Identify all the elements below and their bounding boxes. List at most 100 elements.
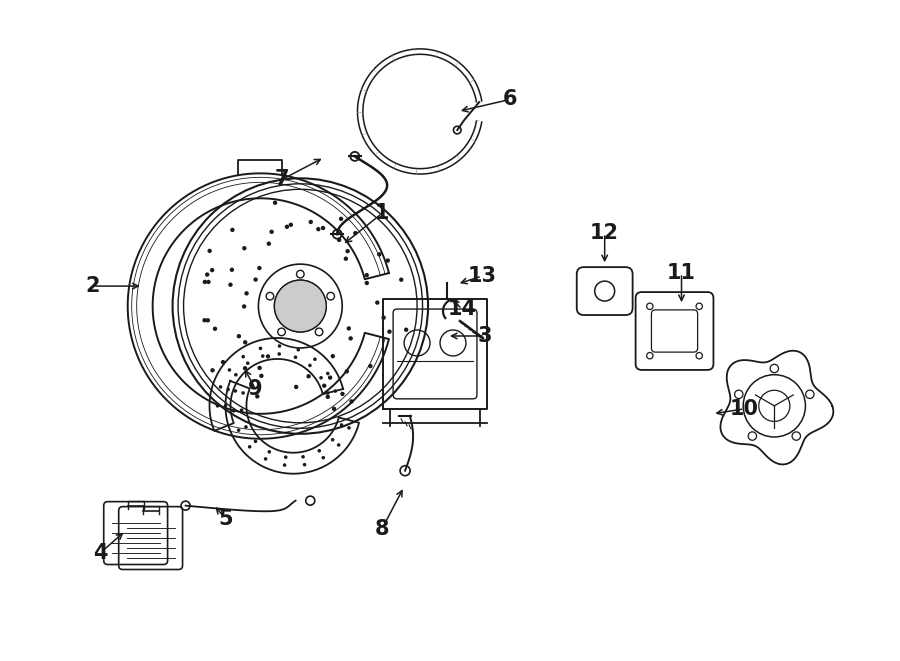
Circle shape [331,438,335,442]
Circle shape [344,256,348,261]
Circle shape [308,364,311,368]
Circle shape [210,268,214,272]
Text: 4: 4 [94,543,108,563]
Circle shape [326,391,329,395]
Circle shape [205,318,210,323]
Circle shape [296,348,300,352]
Circle shape [264,457,267,461]
Circle shape [322,383,327,388]
Circle shape [404,328,409,332]
Text: 5: 5 [218,508,233,529]
Circle shape [266,241,271,246]
Circle shape [364,273,369,278]
Circle shape [220,360,225,364]
Circle shape [269,229,274,234]
Circle shape [340,392,345,396]
Circle shape [346,327,351,330]
Circle shape [241,355,245,358]
Circle shape [353,231,357,235]
Circle shape [241,391,245,395]
Text: 2: 2 [86,276,100,296]
Circle shape [368,364,373,368]
Circle shape [321,226,325,230]
Circle shape [340,423,344,427]
Circle shape [332,407,337,411]
Circle shape [216,404,220,408]
Circle shape [237,334,241,338]
Circle shape [230,268,234,272]
Circle shape [258,346,262,350]
Circle shape [248,445,251,449]
Circle shape [283,463,286,467]
Circle shape [211,368,215,373]
Circle shape [274,280,327,332]
Circle shape [328,375,332,380]
Circle shape [242,246,247,251]
Circle shape [202,280,207,284]
Circle shape [230,227,235,232]
Circle shape [234,373,238,377]
Circle shape [347,426,351,430]
Text: 9: 9 [248,379,263,399]
Circle shape [339,217,343,221]
Text: 13: 13 [467,266,497,286]
Circle shape [346,249,350,253]
Circle shape [377,252,382,256]
Circle shape [334,389,338,393]
Circle shape [306,374,310,379]
Circle shape [202,318,207,323]
Circle shape [399,278,403,282]
Circle shape [243,366,248,370]
Circle shape [293,356,297,359]
Circle shape [348,336,353,340]
Circle shape [254,278,257,282]
Circle shape [364,281,369,285]
Circle shape [266,354,270,358]
Circle shape [326,371,329,375]
Circle shape [277,352,281,356]
Circle shape [382,315,386,320]
Circle shape [267,450,271,453]
Circle shape [326,395,330,399]
Circle shape [284,455,287,459]
Circle shape [224,404,228,408]
Circle shape [212,327,217,331]
Circle shape [278,344,282,348]
Circle shape [309,219,313,224]
Circle shape [237,428,240,432]
Circle shape [226,387,230,391]
Circle shape [345,369,349,373]
Text: 6: 6 [502,89,518,110]
Circle shape [261,354,265,358]
Circle shape [337,238,341,242]
Circle shape [316,227,320,231]
Circle shape [228,368,231,371]
Text: 1: 1 [375,203,390,223]
Circle shape [321,456,325,459]
Circle shape [284,225,289,229]
Circle shape [337,443,340,447]
Circle shape [239,408,243,412]
Circle shape [229,282,233,287]
Circle shape [294,385,299,389]
Circle shape [254,440,257,443]
Circle shape [289,223,293,227]
Circle shape [320,376,323,379]
Circle shape [219,385,222,389]
Circle shape [302,463,306,467]
Text: 8: 8 [375,519,390,539]
Circle shape [246,362,249,365]
Circle shape [375,300,380,305]
Circle shape [232,409,236,412]
Circle shape [206,280,211,284]
Text: 7: 7 [275,169,290,189]
Circle shape [257,266,262,270]
Circle shape [385,258,390,263]
Text: 11: 11 [667,263,696,283]
Circle shape [205,272,210,277]
Circle shape [349,399,354,404]
Circle shape [207,249,211,253]
Circle shape [313,358,317,361]
Circle shape [387,329,392,334]
Circle shape [257,366,262,370]
